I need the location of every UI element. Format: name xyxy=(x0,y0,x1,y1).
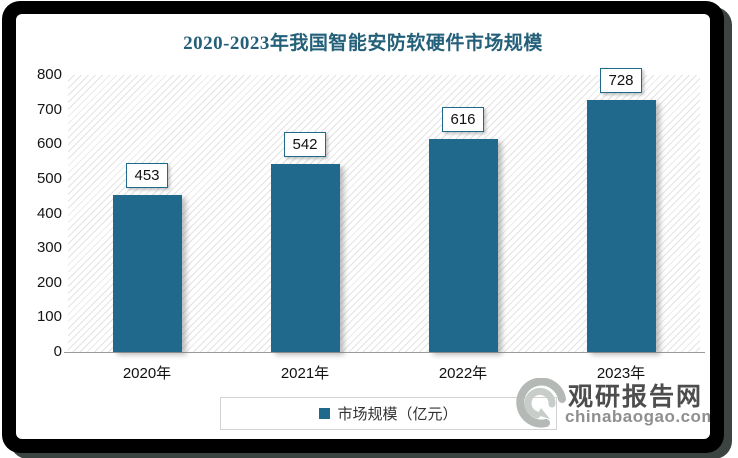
y-tick-label: 800 xyxy=(36,66,62,83)
y-tick-label: 700 xyxy=(36,100,62,118)
y-tick-label: 100 xyxy=(36,308,62,326)
legend: 市场规模（亿元） xyxy=(220,397,557,430)
watermark-site-url: chinabaogao.com xyxy=(565,407,710,426)
bar-2021年 xyxy=(270,164,340,352)
swirl-logo-icon xyxy=(516,378,566,428)
legend-swatch-icon xyxy=(319,408,331,419)
y-tick-label: 300 xyxy=(36,239,62,257)
x-axis-label: 2020年 xyxy=(122,365,172,382)
chart-frame: 2020-2023年我国智能安防软硬件市场规模 0 100 200 300 400 500… xyxy=(2,1,724,453)
y-tick-label: 600 xyxy=(36,135,62,153)
x-axis-label: 2022年 xyxy=(438,365,488,382)
y-tick-label: 500 xyxy=(36,169,62,187)
x-axis-label: 2021年 xyxy=(280,365,330,382)
y-tick-label: 200 xyxy=(36,273,62,291)
bar-value-label: 453 xyxy=(126,163,168,189)
y-tick-label: 0 xyxy=(53,343,62,360)
bar-value-label: 542 xyxy=(284,132,326,158)
bar-2020年 xyxy=(112,195,182,352)
bar-value-label: 728 xyxy=(600,67,642,93)
bar-value-label: 616 xyxy=(442,106,484,132)
x-axis-line xyxy=(64,352,705,353)
x-axis-label: 2023年 xyxy=(596,365,646,382)
bar-2023年 xyxy=(586,99,656,352)
chart-canvas: 2020-2023年我国智能安防软硬件市场规模 0 100 200 300 400 500… xyxy=(16,14,710,439)
y-tick-label: 400 xyxy=(36,204,62,222)
watermark-site-name: 观研报告网 xyxy=(568,383,704,411)
legend-label: 市场规模（亿元） xyxy=(337,406,458,423)
chart-title: 2020-2023年我国智能安防软硬件市场规模 xyxy=(183,33,543,54)
bar-2022年 xyxy=(428,138,498,352)
